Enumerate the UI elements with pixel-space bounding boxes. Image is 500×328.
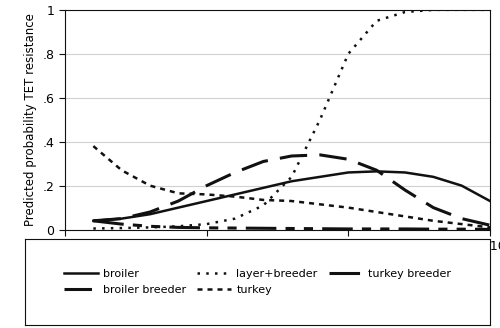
X-axis label: Year: Year [263, 257, 292, 271]
Legend: broiler, broiler breeder, layer+breeder, turkey, turkey breeder: broiler, broiler breeder, layer+breeder,… [59, 264, 456, 300]
Y-axis label: Predicted probability TET resistance: Predicted probability TET resistance [24, 13, 37, 226]
